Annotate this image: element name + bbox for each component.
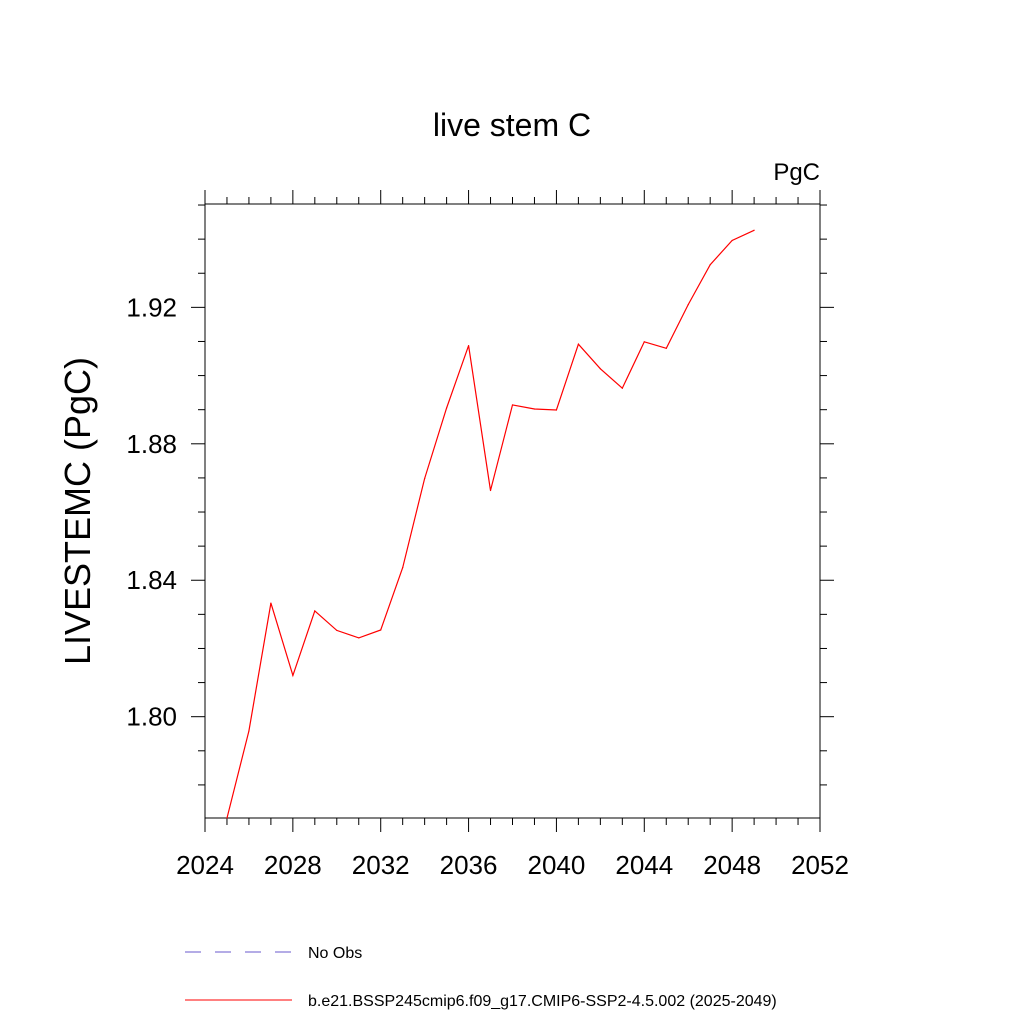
data-point: [358, 637, 360, 639]
series-line: [226, 229, 755, 819]
x-tick-label: 2032: [352, 850, 410, 880]
x-tick-label: 2036: [440, 850, 498, 880]
data-point: [577, 343, 579, 345]
x-tick-label: 2040: [528, 850, 586, 880]
data-point: [665, 347, 667, 349]
x-tick-label: 2024: [176, 850, 234, 880]
y-tick-label: 1.84: [126, 565, 177, 595]
data-point: [731, 239, 733, 242]
data-point: [709, 264, 711, 266]
legend: No Obs b.e21.BSSP245cmip6.f09_g17.CMIP6-…: [185, 945, 777, 1010]
plot-frame: [204, 203, 821, 819]
legend-label-no-obs: No Obs: [308, 945, 362, 962]
data-point: [753, 229, 755, 231]
data-point: [380, 629, 382, 631]
data-point: [424, 477, 426, 480]
data-point: [555, 409, 558, 411]
data-point: [446, 407, 448, 409]
chart-title: live stem C: [433, 107, 591, 143]
x-tick-label: 2028: [264, 850, 322, 880]
data-point: [336, 629, 338, 631]
data-point: [533, 408, 536, 410]
data-point: [467, 344, 470, 347]
legend-label-model-run: b.e21.BSSP245cmip6.f09_g17.CMIP6-SSP2-4.…: [308, 993, 777, 1010]
plot-area: 2024 2028 2032 2036 2040 2044 2048 2052 1.80 1.84…: [126, 190, 849, 880]
x-tick-label: 2052: [791, 850, 849, 880]
units-label: PgC: [773, 159, 820, 186]
y-tick-label: 1.88: [126, 429, 177, 459]
data-point: [511, 404, 514, 406]
data-point: [402, 567, 404, 569]
data-point: [248, 730, 250, 732]
x-tick-label: 2048: [703, 850, 761, 880]
data-point: [489, 489, 492, 492]
data-point: [599, 368, 601, 370]
x-tick-label: 2044: [615, 850, 673, 880]
data-point: [226, 817, 228, 819]
data-point: [621, 387, 623, 389]
y-axis-label: LIVESTEMC (PgC): [57, 357, 98, 665]
y-tick-label: 1.92: [126, 292, 177, 322]
data-point: [270, 602, 272, 604]
data-point: [643, 341, 645, 343]
data-point: [314, 610, 316, 612]
data-point: [687, 304, 689, 306]
y-tick-label: 1.80: [126, 702, 177, 732]
data-point: [292, 674, 294, 677]
